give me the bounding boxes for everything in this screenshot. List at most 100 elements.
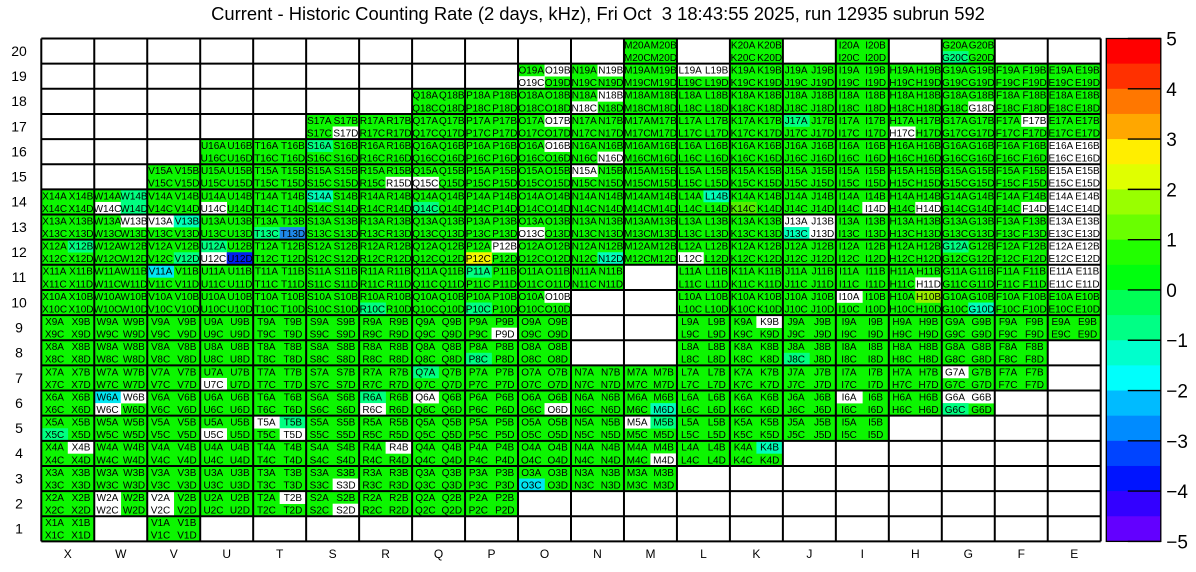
svg-text:R6C: R6C [362, 405, 382, 416]
svg-text:L19B: L19B [705, 66, 729, 77]
svg-text:U16D: U16D [227, 154, 253, 165]
svg-text:Q17D: Q17D [439, 128, 465, 139]
svg-text:H6A: H6A [892, 392, 912, 403]
svg-text:N5B: N5B [601, 418, 621, 429]
svg-text:H11D: H11D [916, 279, 941, 290]
svg-text:S17A: S17A [307, 116, 332, 127]
svg-text:E19B: E19B [1075, 66, 1100, 77]
svg-text:N11C: N11C [572, 279, 597, 290]
svg-text:P4B: P4B [495, 443, 514, 454]
svg-text:J6B: J6B [814, 392, 832, 403]
svg-text:J15D: J15D [811, 179, 834, 190]
svg-text:H11A: H11A [890, 267, 915, 278]
svg-text:L9D: L9D [707, 330, 725, 341]
svg-text:Q12A: Q12A [413, 242, 439, 253]
svg-text:I10C: I10C [839, 304, 860, 315]
svg-text:E15A: E15A [1049, 166, 1074, 177]
svg-text:I14C: I14C [839, 204, 860, 215]
svg-text:T2C: T2C [257, 506, 276, 517]
svg-text:F10B: F10B [1023, 292, 1047, 303]
svg-text:G20D: G20D [968, 53, 994, 64]
svg-text:4: 4 [1166, 80, 1177, 101]
svg-text:H7C: H7C [892, 380, 912, 391]
svg-text:Q5C: Q5C [415, 430, 436, 441]
svg-text:I13A: I13A [839, 216, 860, 227]
svg-text:T9A: T9A [257, 317, 276, 328]
svg-text:O8D: O8D [547, 355, 568, 366]
svg-text:E9B: E9B [1078, 317, 1097, 328]
svg-text:Q15D: Q15D [439, 179, 465, 190]
svg-text:L19A: L19A [679, 66, 703, 77]
svg-text:R9D: R9D [389, 330, 409, 341]
svg-text:J10D: J10D [811, 304, 834, 315]
svg-text:Q7D: Q7D [442, 380, 463, 391]
svg-text:W3A: W3A [97, 468, 119, 479]
svg-text:I8A: I8A [842, 342, 857, 353]
svg-text:J7B: J7B [814, 367, 832, 378]
svg-text:N19C: N19C [571, 78, 597, 89]
svg-text:X11C: X11C [42, 279, 66, 290]
svg-text:M5D: M5D [653, 430, 674, 441]
svg-text:O17C: O17C [518, 128, 544, 139]
svg-text:I15D: I15D [865, 179, 886, 190]
svg-text:M13D: M13D [650, 229, 677, 240]
svg-text:L18D: L18D [705, 103, 729, 114]
svg-text:F17B: F17B [1023, 116, 1047, 127]
svg-text:O5D: O5D [547, 430, 568, 441]
svg-text:18: 18 [11, 93, 27, 109]
svg-text:Q18D: Q18D [439, 103, 465, 114]
svg-text:J5A: J5A [788, 418, 806, 429]
svg-text:J5B: J5B [814, 418, 832, 429]
svg-text:M20B: M20B [651, 40, 677, 51]
svg-text:G17C: G17C [942, 128, 968, 139]
svg-text:S2A: S2A [310, 493, 329, 504]
svg-text:P10C: P10C [466, 304, 491, 315]
svg-text:I9D: I9D [868, 330, 884, 341]
svg-text:10: 10 [11, 294, 27, 310]
svg-text:R3D: R3D [389, 480, 409, 491]
svg-text:V15B: V15B [175, 166, 200, 177]
svg-text:E14D: E14D [1075, 204, 1100, 215]
svg-text:O4B: O4B [548, 443, 568, 454]
svg-text:J15A: J15A [785, 166, 808, 177]
svg-text:V5A: V5A [151, 418, 170, 429]
svg-text:J17C: J17C [784, 128, 807, 139]
svg-text:G9D: G9D [971, 330, 992, 341]
svg-text:J5C: J5C [787, 430, 805, 441]
svg-text:P3B: P3B [495, 468, 514, 479]
svg-text:M19A: M19A [624, 66, 650, 77]
svg-text:Q15B: Q15B [439, 166, 465, 177]
svg-text:I6A: I6A [842, 392, 857, 403]
svg-text:V13C: V13C [148, 229, 173, 240]
svg-text:3: 3 [1166, 130, 1177, 151]
svg-text:P4D: P4D [495, 455, 514, 466]
svg-text:O15A: O15A [518, 166, 544, 177]
svg-text:U12D: U12D [227, 254, 253, 265]
svg-text:G10B: G10B [969, 292, 995, 303]
svg-text:M7C: M7C [627, 380, 648, 391]
svg-text:L11D: L11D [705, 279, 728, 290]
svg-text:S16A: S16A [307, 141, 332, 152]
svg-text:Q6A: Q6A [415, 392, 435, 403]
svg-text:W5A: W5A [97, 418, 119, 429]
svg-text:X6A: X6A [45, 392, 64, 403]
svg-text:V8C: V8C [151, 355, 170, 366]
svg-text:P11B: P11B [493, 267, 517, 278]
svg-text:F15B: F15B [1023, 166, 1047, 177]
svg-text:V13B: V13B [175, 216, 200, 227]
svg-text:U11D: U11D [228, 279, 253, 290]
svg-text:O12D: O12D [545, 254, 571, 265]
svg-text:P16A: P16A [466, 141, 491, 152]
svg-text:K10C: K10C [731, 304, 756, 315]
svg-text:T12D: T12D [281, 254, 305, 265]
svg-text:H19A: H19A [890, 66, 915, 77]
svg-text:V10B: V10B [175, 292, 200, 303]
svg-text:P6A: P6A [469, 392, 488, 403]
svg-text:G14A: G14A [942, 191, 968, 202]
svg-text:K9D: K9D [760, 330, 779, 341]
svg-text:G9A: G9A [945, 317, 965, 328]
svg-text:L16B: L16B [705, 141, 729, 152]
svg-text:V7A: V7A [151, 367, 170, 378]
svg-text:T3C: T3C [257, 480, 276, 491]
svg-text:N6C: N6C [574, 405, 594, 416]
